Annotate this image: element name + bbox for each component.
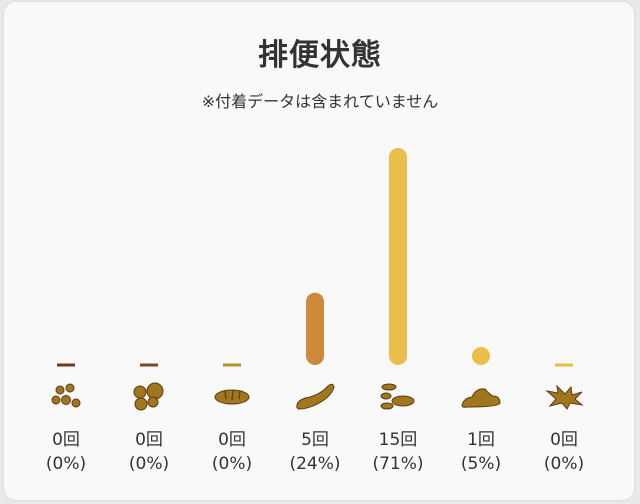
category-label-3: 0回 (0%) [187, 428, 277, 476]
zero-bar-3 [223, 363, 241, 367]
category-label-4: 5回 (24%) [270, 428, 360, 476]
bar-6 [472, 347, 490, 365]
count-label: 0回 [550, 430, 578, 450]
percent-label: (0%) [543, 454, 585, 474]
zero-bar-2 [140, 363, 158, 367]
watery-stool-icon [545, 384, 584, 410]
percent-label: (5%) [460, 454, 502, 474]
chart-card [4, 2, 634, 500]
pellets-stool-icon [51, 383, 81, 408]
count-label: 0回 [52, 430, 80, 450]
category-label-1: 0回 (0%) [21, 428, 111, 476]
zero-bar-7 [555, 363, 573, 367]
mushy-stool-icon [461, 388, 501, 408]
category-label-7: 0回 (0%) [519, 428, 609, 476]
category-label-6: 1回 (5%) [436, 428, 526, 476]
percent-label: (0%) [128, 454, 170, 474]
lumpy-stool-icon [133, 382, 164, 411]
percent-label: (24%) [289, 454, 341, 474]
category-label-5: 15回 (71%) [353, 428, 443, 476]
count-label: 15回 [378, 430, 418, 450]
chart-subtitle: ※付着データは含まれていません [201, 92, 439, 111]
count-label: 0回 [135, 430, 163, 450]
smooth-stool-icon [296, 383, 335, 410]
percent-label: (71%) [372, 454, 424, 474]
cracked-stool-icon [214, 389, 250, 405]
bar-4 [306, 292, 324, 365]
soft-blobs-stool-icon [380, 383, 415, 410]
category-label-2: 0回 (0%) [104, 428, 194, 476]
count-label: 0回 [218, 430, 246, 450]
zero-bar-1 [57, 363, 75, 367]
count-label: 1回 [467, 430, 495, 450]
chart-title: 排便状態 [258, 38, 382, 73]
percent-label: (0%) [45, 454, 87, 474]
bar-5 [389, 148, 407, 365]
count-label: 5回 [301, 430, 329, 450]
percent-label: (0%) [211, 454, 253, 474]
